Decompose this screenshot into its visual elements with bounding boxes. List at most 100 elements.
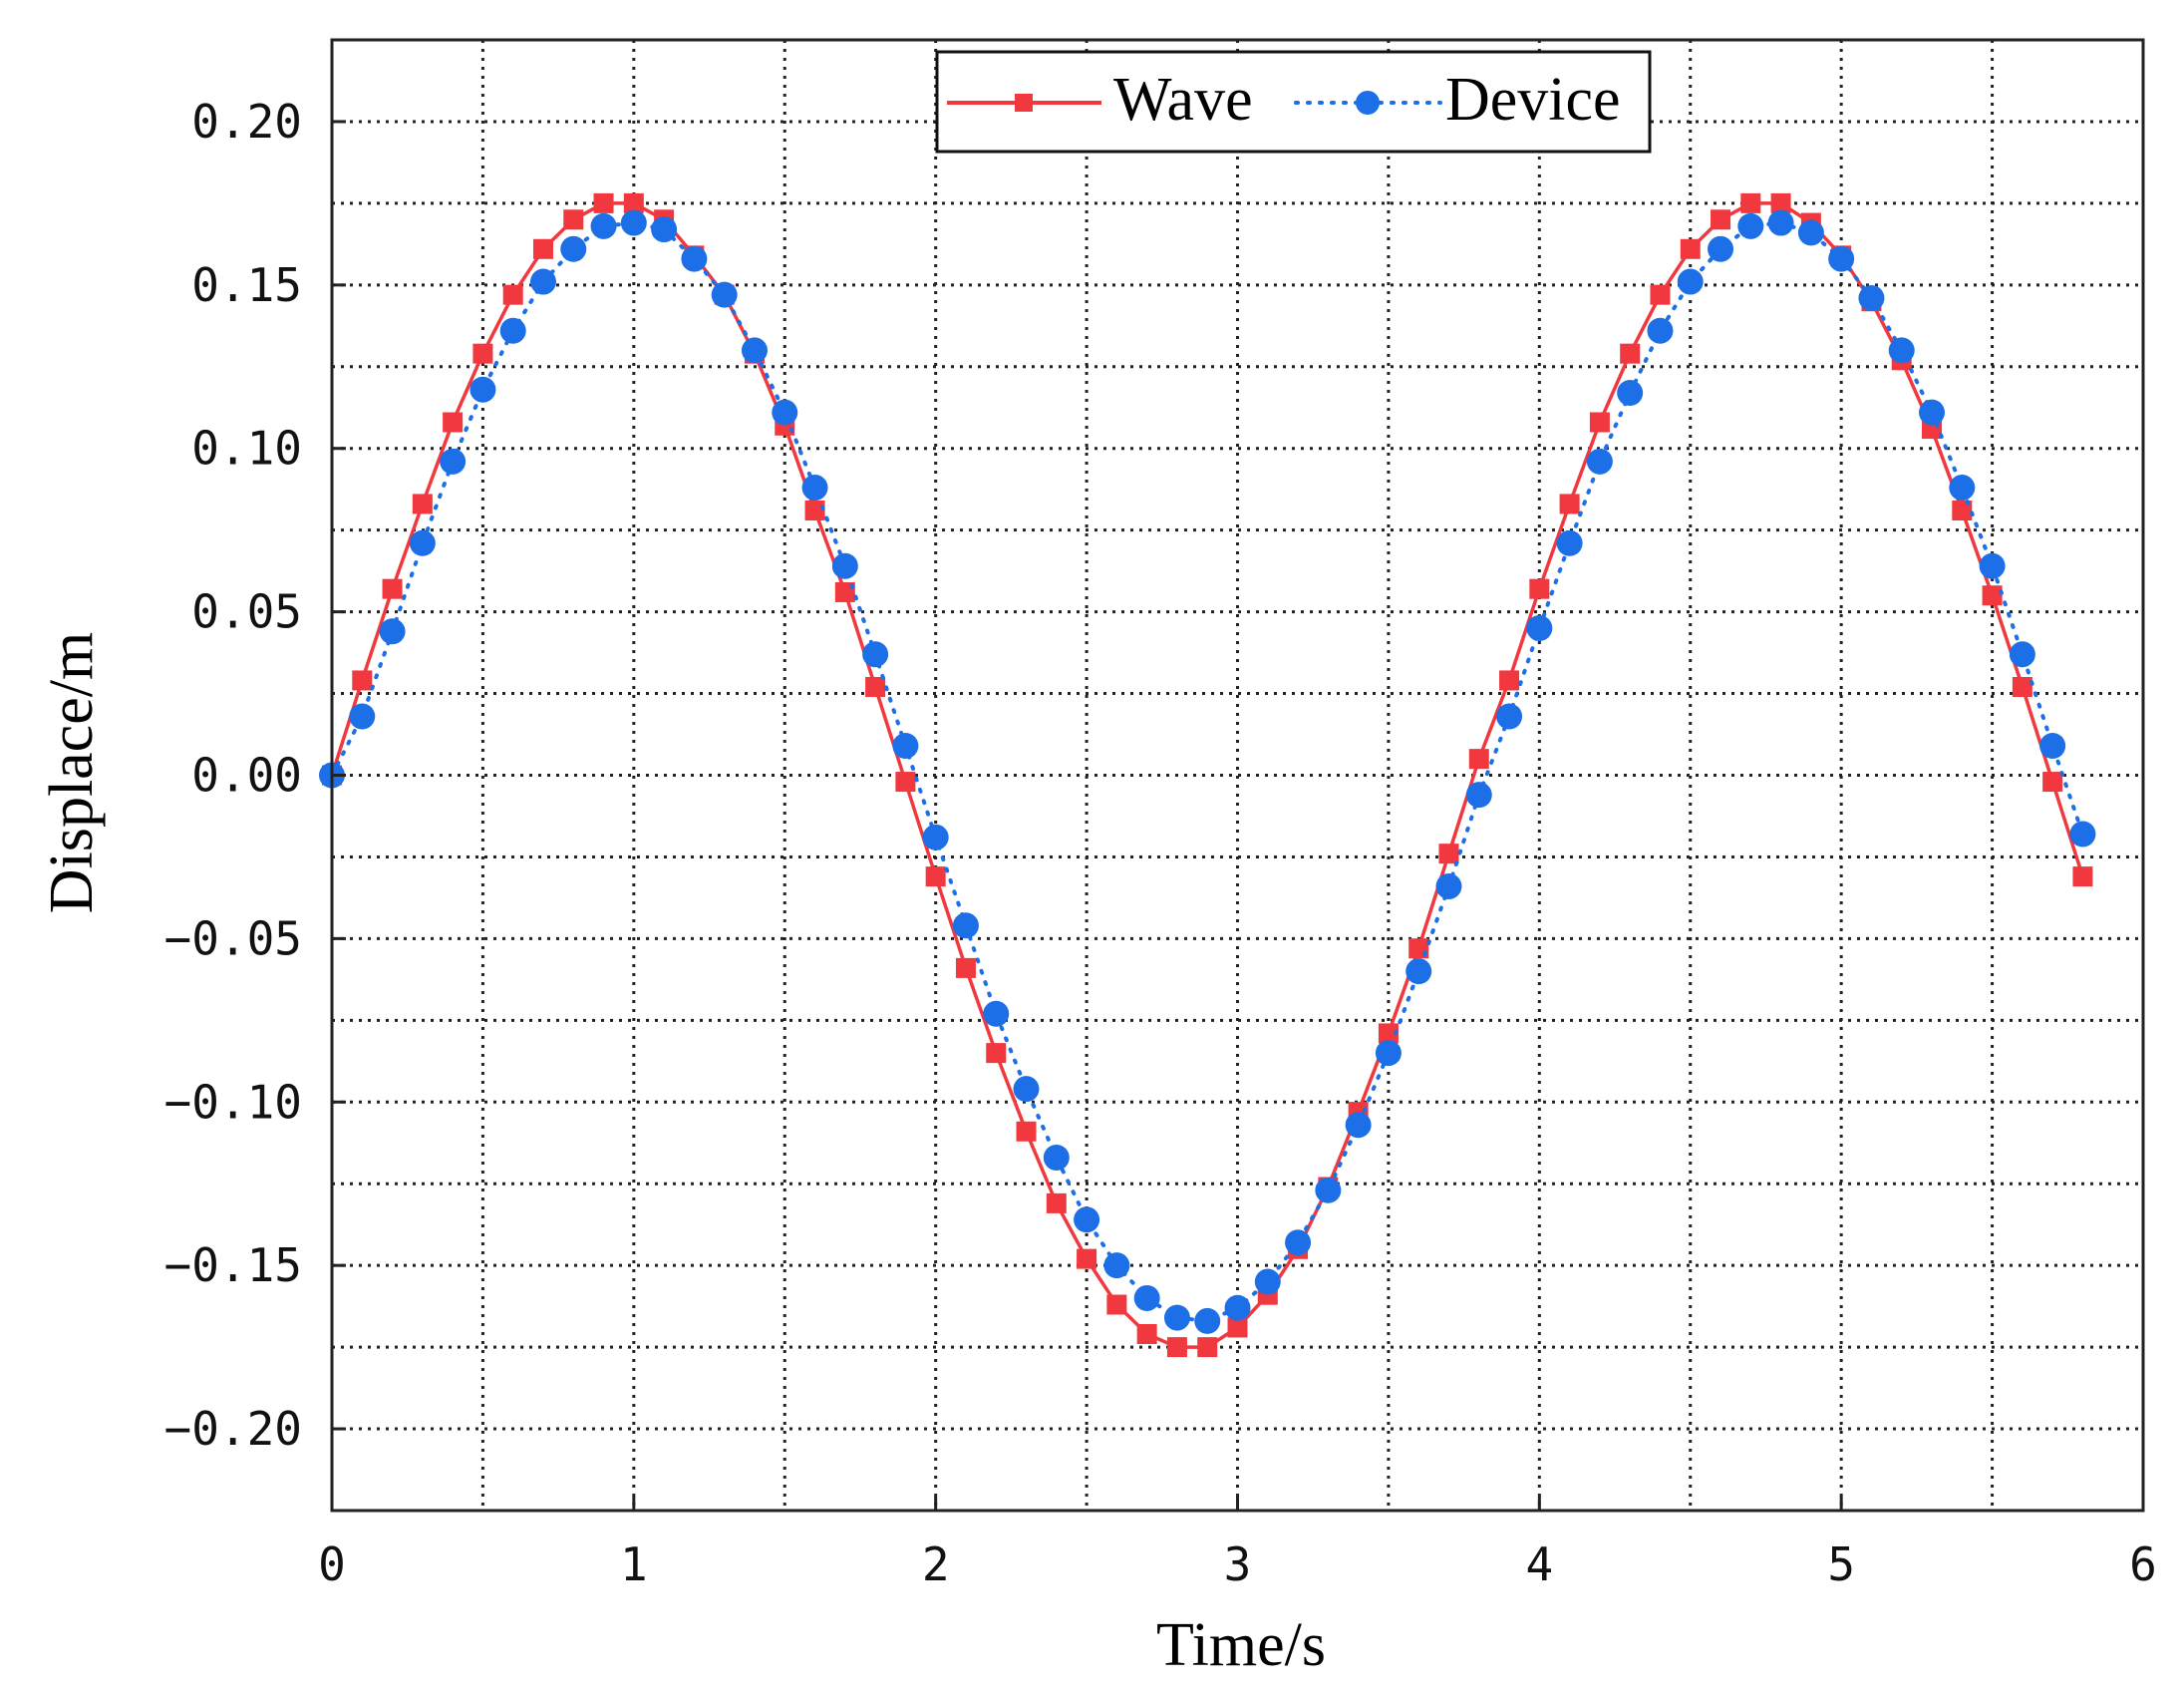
x-axis-ticks: 0 1 2 3 4 5 6 — [318, 1497, 2157, 1591]
data-point-wave — [563, 209, 584, 230]
data-point-device — [2069, 821, 2096, 848]
data-point-device — [831, 552, 858, 579]
data-point-device — [1647, 317, 1674, 344]
data-point-wave — [623, 192, 644, 213]
x-axis-title: Time/s — [1156, 1611, 1326, 1679]
data-point-device — [681, 245, 708, 272]
data-point-wave — [412, 494, 433, 514]
data-point-wave — [986, 1043, 1007, 1064]
data-point-device — [1103, 1252, 1130, 1279]
x-tick-label: 3 — [1224, 1537, 1252, 1591]
data-point-device — [1043, 1145, 1070, 1171]
data-point-wave — [593, 192, 614, 213]
data-point-device — [1737, 212, 1764, 239]
data-point-device — [1315, 1177, 1342, 1203]
data-point-wave — [1077, 1248, 1097, 1269]
x-tick-label: 4 — [1525, 1537, 1553, 1591]
series-layer — [319, 192, 2096, 1358]
data-point-device — [529, 268, 556, 295]
data-point-device — [1526, 615, 1553, 641]
data-point-device — [379, 618, 406, 645]
data-point-device — [1465, 782, 1492, 809]
data-point-device — [772, 399, 798, 426]
data-point-device — [2039, 733, 2066, 759]
y-tick-label: 0.20 — [191, 95, 302, 149]
data-point-device — [1405, 958, 1432, 985]
data-point-wave — [502, 284, 523, 305]
data-point-device — [952, 912, 979, 939]
data-point-device — [1133, 1284, 1160, 1311]
data-point-wave — [443, 412, 464, 433]
data-point-wave — [1106, 1294, 1127, 1315]
data-point-device — [1828, 245, 1855, 272]
data-point-wave — [804, 501, 825, 520]
data-point-wave — [382, 578, 403, 599]
y-tick-label: 0.05 — [191, 585, 302, 639]
data-point-device — [1979, 552, 2006, 579]
data-point-device — [862, 641, 889, 668]
data-point-wave — [1711, 209, 1731, 230]
data-point-wave — [1680, 238, 1701, 259]
data-point-device — [983, 1000, 1010, 1027]
data-point-device — [1345, 1112, 1372, 1139]
data-point-wave — [1227, 1317, 1248, 1338]
data-point-wave — [1197, 1337, 1218, 1358]
data-point-wave — [955, 957, 976, 978]
data-point-device — [1949, 475, 1976, 502]
data-point-wave — [1982, 585, 2003, 606]
data-point-device — [1435, 872, 1462, 899]
y-tick-label: 0.15 — [191, 258, 302, 312]
data-point-wave — [1952, 501, 1973, 520]
data-point-wave — [895, 772, 916, 793]
data-point-wave — [1740, 192, 1761, 213]
data-point-wave — [1136, 1324, 1157, 1344]
x-tick-label: 2 — [922, 1537, 950, 1591]
y-tick-label: −0.05 — [164, 911, 302, 965]
data-point-wave — [1468, 749, 1489, 770]
data-point-wave — [2012, 677, 2032, 697]
data-point-device — [1858, 284, 1885, 311]
data-point-device — [922, 824, 949, 850]
data-point-device — [1496, 703, 1523, 730]
legend-device-marker — [1356, 91, 1380, 115]
y-axis-title: Displace/m — [38, 632, 106, 913]
data-point-device — [1767, 209, 1794, 236]
data-point-wave — [1589, 412, 1610, 433]
data-point-device — [1888, 337, 1915, 364]
data-point-wave — [2072, 866, 2093, 887]
data-point-device — [1677, 268, 1704, 295]
data-point-device — [651, 216, 678, 243]
data-point-device — [499, 317, 526, 344]
data-point-device — [1617, 380, 1644, 406]
data-point-wave — [2042, 772, 2063, 793]
legend: Wave Device — [935, 50, 1652, 154]
data-point-device — [801, 475, 828, 502]
x-tick-label: 1 — [620, 1537, 648, 1591]
legend-device-label: Device — [1445, 66, 1621, 134]
data-point-device — [349, 703, 376, 730]
data-point-device — [1708, 235, 1734, 262]
data-point-wave — [352, 670, 373, 691]
data-point-device — [2009, 641, 2035, 668]
data-point-wave — [1620, 343, 1641, 364]
data-point-device — [1224, 1294, 1251, 1321]
x-tick-label: 0 — [318, 1537, 346, 1591]
legend-wave-label: Wave — [1113, 66, 1253, 134]
data-point-wave — [1378, 1023, 1399, 1044]
data-point-device — [409, 529, 436, 556]
y-tick-label: 0.10 — [191, 422, 302, 476]
data-point-wave — [1770, 192, 1791, 213]
data-point-wave — [1016, 1121, 1037, 1142]
data-point-wave — [1046, 1192, 1067, 1213]
data-point-device — [1163, 1304, 1190, 1331]
data-point-wave — [865, 677, 886, 697]
legend-wave-marker — [1015, 94, 1033, 112]
data-point-device — [1254, 1268, 1281, 1295]
data-point-device — [711, 281, 738, 308]
data-point-device — [1194, 1307, 1221, 1334]
data-point-wave — [925, 866, 946, 887]
data-point-device — [469, 376, 496, 403]
y-tick-label: −0.15 — [164, 1238, 302, 1292]
data-point-wave — [1529, 578, 1550, 599]
